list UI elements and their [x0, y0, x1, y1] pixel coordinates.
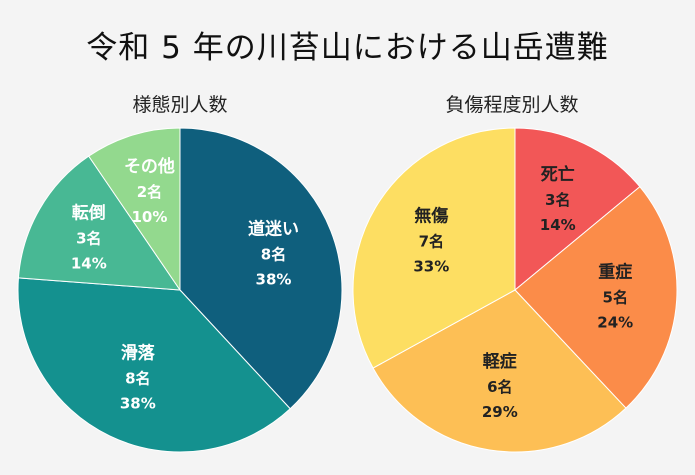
pie-slice-1-1 [514, 186, 678, 409]
slice-pct-1-3: 33% [413, 258, 449, 276]
slice-count-0-2: 3名 [76, 229, 101, 247]
slice-count-1-3: 7名 [419, 233, 444, 251]
pie-slice-0-1 [17, 277, 291, 453]
pie-slice-1-3 [352, 127, 516, 369]
slice-pct-0-3: 10% [131, 208, 167, 226]
slice-pct-0-0: 38% [256, 270, 292, 288]
slice-count-1-0: 3名 [545, 191, 570, 209]
pie-slice-1-0 [514, 127, 641, 292]
slice-label-1-1: 重症 [598, 261, 632, 282]
pie-slice-0-0 [179, 127, 343, 410]
slice-count-0-1: 8名 [125, 370, 150, 388]
slice-count-0-3: 2名 [137, 183, 162, 201]
slice-label-0-3: その他 [124, 156, 175, 177]
slice-pct-1-1: 24% [597, 313, 633, 331]
slice-label-0-2: 転倒 [72, 202, 106, 223]
slice-count-1-1: 5名 [603, 288, 628, 306]
pie-chart-mode: 道迷い 8名 38% 滑落 8名 38% 転倒 3名 14% その他 2名 10% [17, 127, 343, 453]
chart-title-injury: 負傷程度別人数 [445, 94, 579, 116]
slice-label-0-1: 滑落 [121, 344, 156, 364]
slice-pct-1-0: 14% [540, 216, 576, 234]
slice-label-1-0: 死亡 [541, 164, 575, 185]
slice-label-0-0: 道迷い [248, 218, 299, 239]
chart-title-mode: 様態別人数 [132, 94, 228, 116]
slice-label-1-2: 軽症 [483, 351, 517, 372]
pie-slice-0-3 [88, 127, 181, 292]
slice-pct-0-1: 38% [120, 395, 156, 413]
pie-chart-injury: 死亡 3名 14% 重症 5名 24% 軽症 6名 29% 無傷 7名 33% [352, 127, 678, 453]
slice-label-1-3: 無傷 [414, 206, 448, 227]
slice-pct-0-2: 14% [71, 254, 107, 272]
pie-slice-0-2 [17, 155, 181, 291]
page-title: 令和 5 年の川苔山における山岳遭難 [86, 30, 609, 66]
pie-slice-1-2 [372, 289, 627, 453]
slice-pct-1-2: 29% [482, 403, 518, 421]
slice-count-0-0: 8名 [261, 245, 286, 263]
slice-count-1-2: 6名 [487, 378, 512, 396]
